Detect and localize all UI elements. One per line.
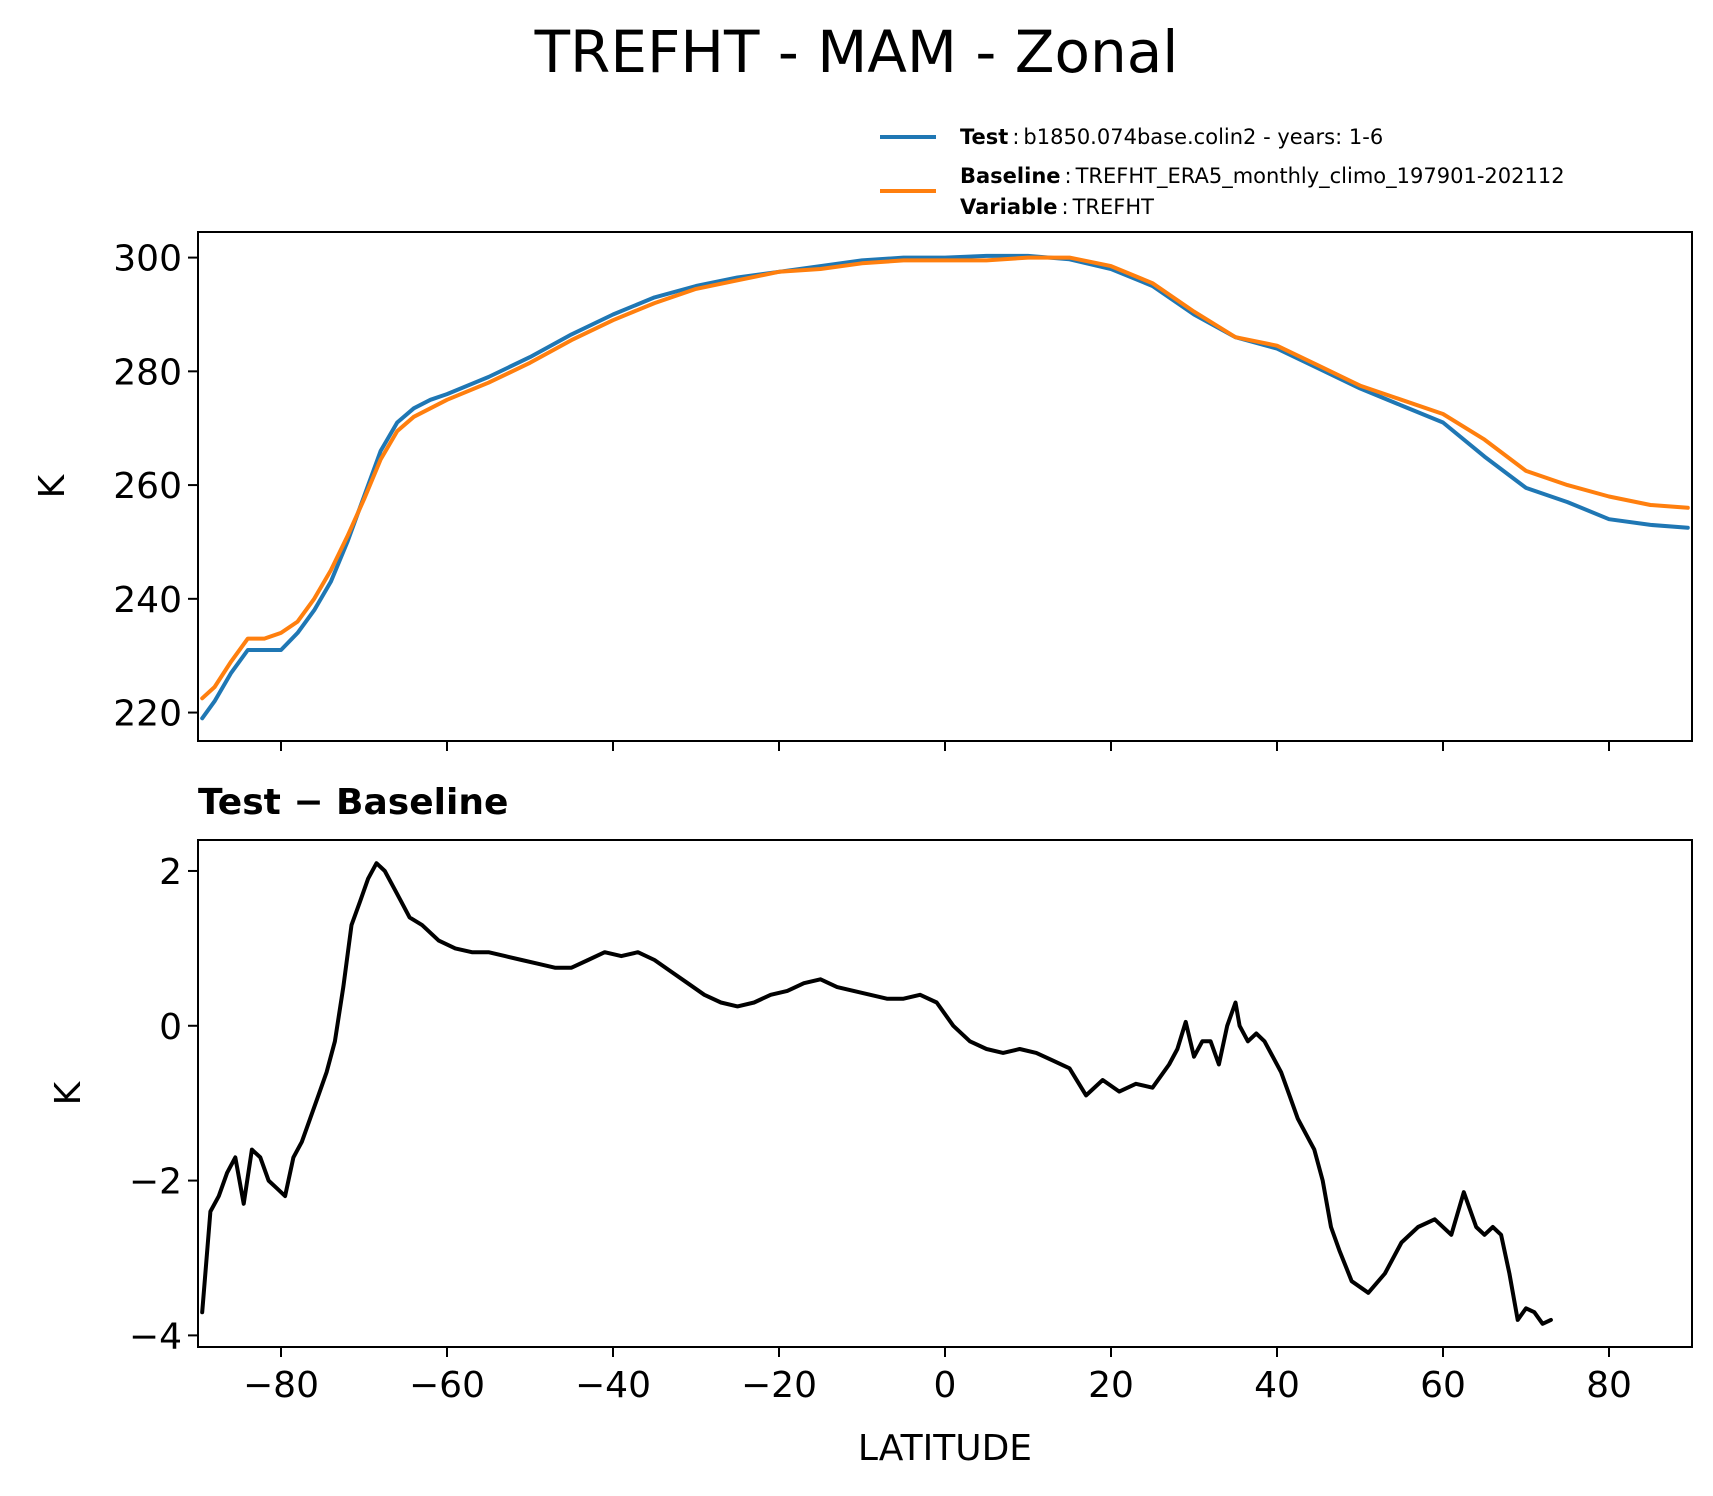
legend-swatch-baseline [880,189,936,193]
x-axis-label: LATITUDE [858,1428,1032,1469]
legend-entry-baseline: Baseline: TREFHT_ERA5_monthly_climo_19790… [880,161,1565,223]
axes-frame [197,231,1693,742]
x-tick-label: 80 [1586,1365,1632,1406]
legend-sep: : [1012,125,1020,149]
legend: Test: b1850.074base.colin2 - years: 1-6 B… [880,122,1565,223]
legend-baseline-value: TREFHT_ERA5_monthly_climo_197901-202112 [1075,164,1565,188]
x-tick-label: −60 [409,1365,485,1406]
x-tick-label: 0 [934,1365,957,1406]
axes-frame [197,839,1693,1348]
x-tick-label: −20 [741,1365,817,1406]
series-line-test [200,253,1690,721]
y-tick-label: 0 [159,1007,182,1048]
legend-variable-key: Variable [960,195,1058,219]
top-panel: 220 240 260 280 300 K [32,231,1693,751]
figure-title: TREFHT - MAM - Zonal [534,18,1179,86]
legend-sep: : [1064,164,1072,188]
y-tick-label: −4 [129,1316,182,1357]
legend-variable-value: TREFHT [1072,195,1154,219]
legend-test-value: b1850.074base.colin2 - years: 1-6 [1023,125,1384,149]
series-line-test-baseline [200,861,1553,1326]
series-line-baseline [200,255,1690,701]
x-tick-label: −40 [575,1365,651,1406]
legend-entry-test: Test: b1850.074base.colin2 - years: 1-6 [880,122,1565,153]
legend-baseline-key: Baseline [960,164,1061,188]
y-tick-label: 300 [113,239,182,280]
y-axis-label: K [32,473,73,498]
y-tick-label: 220 [113,694,182,735]
y-tick-label: 2 [159,852,182,893]
x-tick-label: 20 [1088,1365,1134,1406]
bottom-panel-title: Test − Baseline [198,782,509,823]
legend-swatch-test [880,135,936,139]
y-axis-label: K [48,1080,89,1105]
x-tick-label: 60 [1420,1365,1466,1406]
x-tick-label: −80 [243,1365,319,1406]
y-tick-label: 240 [113,580,182,621]
legend-sep: : [1061,195,1069,219]
x-tick-label: 40 [1254,1365,1300,1406]
y-tick-label: −2 [129,1162,182,1203]
y-tick-label: 260 [113,466,182,507]
y-tick-label: 280 [113,352,182,393]
legend-test-key: Test [960,125,1009,149]
